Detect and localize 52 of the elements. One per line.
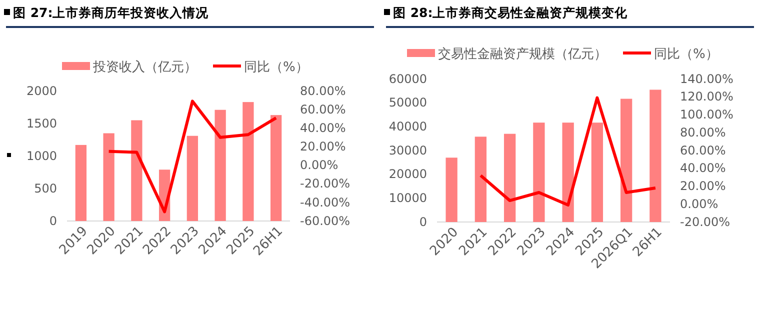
y2-tick-label: 20.00% xyxy=(300,140,346,154)
y2-tick-label: 80.00% xyxy=(680,125,726,140)
y-tick-label: 0 xyxy=(419,214,427,229)
y2-tick-label: -40.00% xyxy=(300,195,350,210)
legend-label: 交易性金融资产规模（亿元） xyxy=(438,46,607,62)
bar xyxy=(75,144,87,221)
bar xyxy=(214,110,226,221)
y2-tick-label: 60.00% xyxy=(680,143,726,158)
bar xyxy=(650,90,662,222)
y2-tick-label: -20.00% xyxy=(680,214,730,229)
y-tick-label: 50000 xyxy=(388,96,427,110)
y-tick-label: 60000 xyxy=(388,72,427,86)
y2-tick-label: 40.00% xyxy=(680,161,726,176)
y2-tick-label: -60.00% xyxy=(300,214,350,228)
y-tick-label: 10000 xyxy=(388,191,427,206)
y2-tick-label: 20.00% xyxy=(680,179,726,194)
bar xyxy=(446,158,458,222)
y-tick-label: 500 xyxy=(34,181,57,196)
bar xyxy=(504,134,516,222)
bar xyxy=(533,122,545,222)
y-tick-label: 30000 xyxy=(388,143,427,158)
y-tick-label: 0 xyxy=(49,214,57,228)
line-series xyxy=(107,100,278,214)
y2-tick-label: 140.00% xyxy=(680,72,734,86)
bar xyxy=(620,98,632,222)
y-tick-label: 40000 xyxy=(388,120,427,134)
y2-tick-label: 80.00% xyxy=(300,84,346,98)
y-tick-label: 20000 xyxy=(388,167,427,182)
line-series xyxy=(479,96,657,207)
y2-tick-label: 0.00% xyxy=(300,158,338,172)
legend-label: 同比（%） xyxy=(654,47,718,62)
y2-tick-label: 40.00% xyxy=(300,120,346,135)
bar xyxy=(562,122,574,222)
chart-title: 图 28:上市券商交易性金融资产规模变化 xyxy=(393,5,629,20)
y2-tick-label: 100.00% xyxy=(680,108,734,122)
legend-label: 投资收入（亿元） xyxy=(92,60,197,75)
bar xyxy=(474,136,487,222)
y2-tick-label: 120.00% xyxy=(680,90,734,104)
y-tick-label: 2000 xyxy=(26,84,57,98)
bar xyxy=(591,122,604,222)
y-tick-label: 1500 xyxy=(26,116,57,130)
y-tick-label: 1000 xyxy=(26,148,57,163)
legend-label: 同比（%） xyxy=(244,60,308,75)
y2-tick-label: -20.00% xyxy=(300,176,350,191)
y2-tick-label: 0.00% xyxy=(680,196,718,211)
y2-tick-label: 60.00% xyxy=(300,102,346,116)
bar xyxy=(242,102,254,221)
bar xyxy=(186,136,198,221)
bar xyxy=(103,133,114,221)
bar xyxy=(131,120,142,221)
chart-title: 图 27:上市券商历年投资收入情况 xyxy=(13,5,210,20)
bar xyxy=(270,115,282,221)
